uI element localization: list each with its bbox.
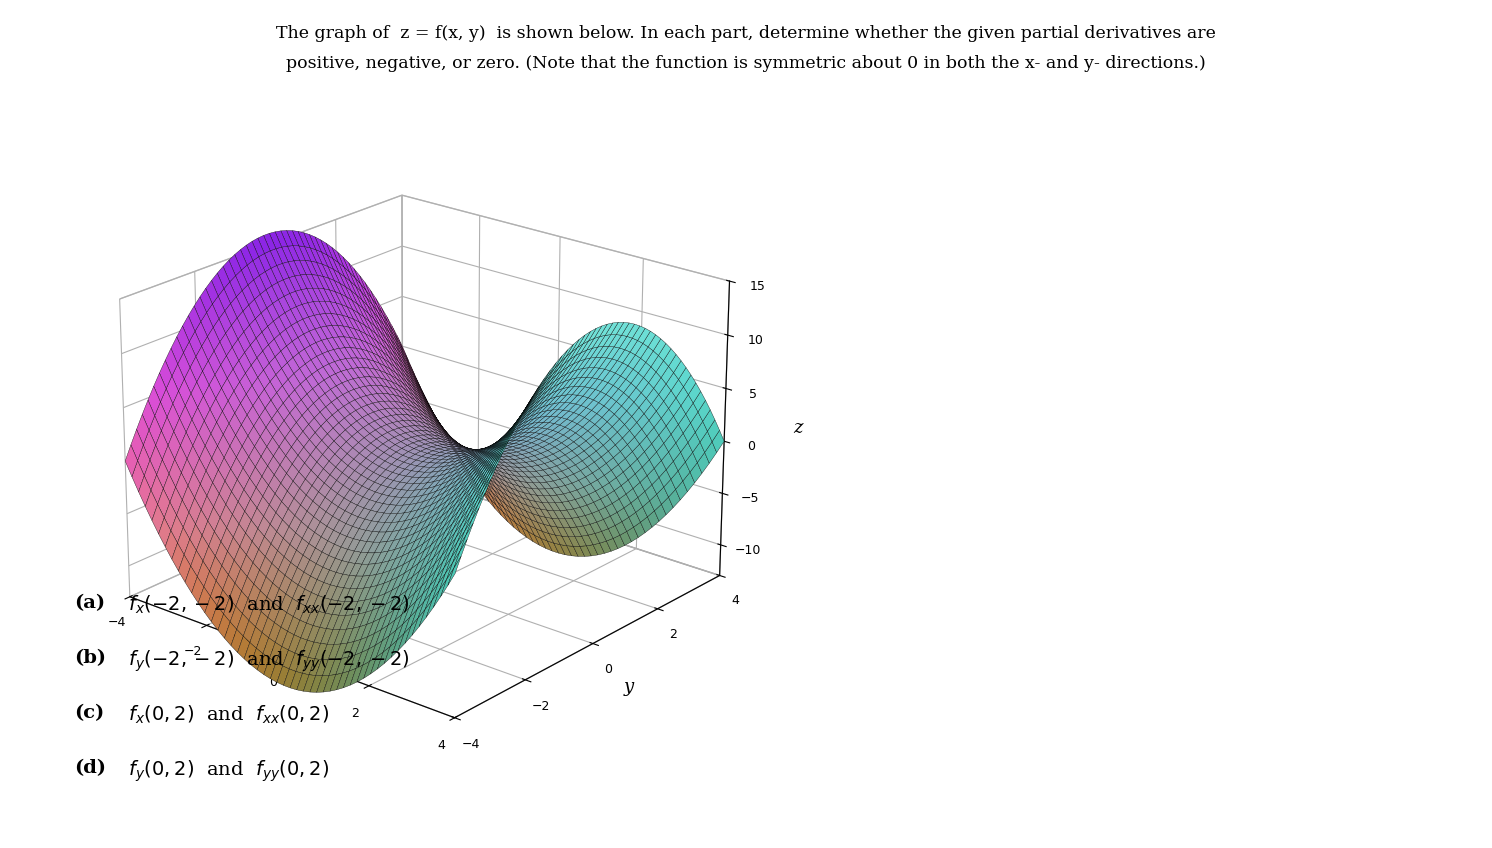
Text: $f_y(0, 2)$  and  $f_{yy}(0, 2)$: $f_y(0, 2)$ and $f_{yy}(0, 2)$ <box>122 759 330 784</box>
Text: $f_x(0, 2)$  and  $f_{xx}(0, 2)$: $f_x(0, 2)$ and $f_{xx}(0, 2)$ <box>122 704 330 726</box>
Text: (a): (a) <box>75 594 106 611</box>
Text: positive, negative, or zero. (Note that the function is symmetric about 0 in bot: positive, negative, or zero. (Note that … <box>286 55 1206 72</box>
Text: $f_y(-2,-2)$  and  $f_{yy}(-2,-2)$: $f_y(-2,-2)$ and $f_{yy}(-2,-2)$ <box>122 649 410 674</box>
Text: (c): (c) <box>75 704 104 722</box>
Y-axis label: y: y <box>624 678 634 696</box>
Text: (b): (b) <box>75 649 106 667</box>
Text: $f_x(-2,-2)$  and  $f_{xx}(-2,-2)$: $f_x(-2,-2)$ and $f_{xx}(-2,-2)$ <box>122 594 410 616</box>
Text: (d): (d) <box>75 759 106 777</box>
Text: The graph of  z = f(x, y)  is shown below. In each part, determine whether the g: The graph of z = f(x, y) is shown below.… <box>276 25 1216 42</box>
